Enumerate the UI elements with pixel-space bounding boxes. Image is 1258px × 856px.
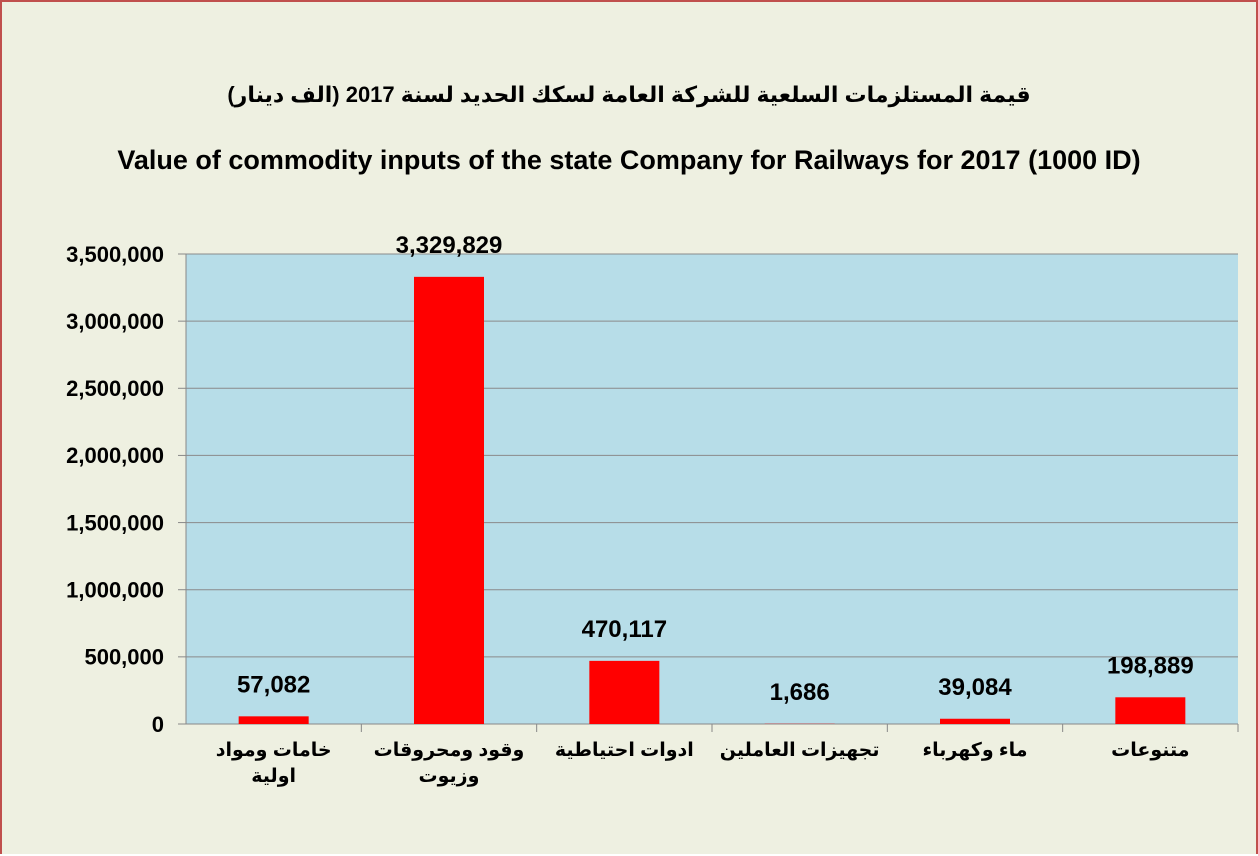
x-tick-label: خامات ومواد اولية	[215, 740, 332, 787]
value-label: 39,084	[938, 674, 1012, 701]
y-tick-label: 0	[152, 712, 164, 737]
chart-subtitle: Value of commodity inputs of the state C…	[117, 145, 1141, 175]
x-tick-label: تجهيزات العاملين	[719, 740, 880, 761]
y-tick-label: 500,000	[84, 645, 164, 670]
value-label: 1,686	[770, 679, 830, 706]
bar	[589, 660, 660, 724]
x-tick-label: ماء وكهرباء	[922, 740, 1028, 761]
value-label: 198,889	[1107, 653, 1194, 680]
bar	[1115, 697, 1186, 724]
value-label: 470,117	[582, 616, 667, 643]
bar	[940, 718, 1010, 724]
x-tick-label: ادوات احتياطية	[554, 740, 694, 761]
y-tick-label: 1,500,000	[66, 510, 164, 535]
x-tick-label: متنوعات	[1111, 740, 1190, 761]
bar	[414, 276, 484, 724]
value-label: 3,329,829	[396, 232, 503, 259]
chart-title: قيمة المستلزمات السلعية للشركة العامة لس…	[227, 82, 1031, 107]
bar	[238, 716, 309, 724]
plot-area	[186, 254, 1238, 724]
y-tick-label: 2,500,000	[66, 376, 164, 401]
y-tick-label: 3,000,000	[66, 309, 164, 334]
y-tick-label: 1,000,000	[66, 578, 164, 603]
y-tick-label: 2,000,000	[66, 443, 164, 468]
value-label: 57,082	[237, 672, 310, 699]
x-tick-label: وقود ومحروقات وزيوت	[373, 740, 525, 787]
y-tick-label: 3,500,000	[66, 242, 164, 267]
